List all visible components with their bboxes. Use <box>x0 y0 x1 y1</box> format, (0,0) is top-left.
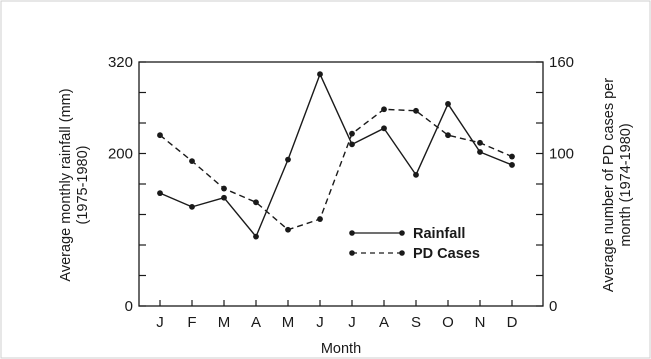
right-axis-title: Average number of PD cases per month (19… <box>601 78 634 292</box>
right-axis-tick-label: 100 <box>549 146 574 163</box>
data-point-rainfall <box>445 101 451 107</box>
data-point-pd-cases <box>317 216 323 222</box>
legend-marker-pd-cases-end <box>399 250 405 256</box>
right-axis-ticks: 160 100 0 <box>536 54 574 315</box>
left-axis-title-line-2: (1975-1980) <box>75 146 91 225</box>
data-point-pd-cases <box>285 226 291 233</box>
left-axis-title: Average monthly rainfall (mm) (1975-1980… <box>58 88 91 281</box>
data-point-rainfall <box>221 194 227 201</box>
data-point-rainfall <box>509 162 515 168</box>
x-axis-tick-label: D <box>507 314 518 331</box>
data-point-pd-cases <box>445 132 451 139</box>
right-axis-tick-label: 0 <box>549 298 557 315</box>
legend-item-pd-cases: PD Cases <box>349 246 480 262</box>
right-axis-title-line-1: Average number of PD cases per <box>601 78 617 292</box>
series-line-rainfall <box>159 73 513 238</box>
x-axis-tick-label: N <box>475 314 486 331</box>
data-point-rainfall <box>157 190 163 197</box>
data-point-rainfall <box>413 171 419 178</box>
data-point-pd-cases <box>413 107 419 114</box>
x-axis-tick-label: A <box>379 314 389 331</box>
legend-marker-pd-cases <box>349 250 355 256</box>
series-layer <box>157 71 515 240</box>
legend: Rainfall PD Cases <box>349 226 480 262</box>
x-axis-tick-label: S <box>411 314 421 331</box>
x-axis-tick-label: F <box>187 314 196 331</box>
left-axis-tick-label: 320 <box>108 54 133 71</box>
data-point-pd-cases <box>477 139 483 146</box>
data-point-pd-cases <box>509 153 515 160</box>
data-point-rainfall <box>317 71 323 78</box>
data-point-rainfall <box>381 125 387 132</box>
data-point-pd-cases <box>157 132 163 139</box>
x-axis-tick-label: M <box>218 314 231 331</box>
left-axis-tick-label: 0 <box>125 298 133 315</box>
right-axis-tick-label: 160 <box>549 54 574 71</box>
data-point-rainfall <box>477 149 483 155</box>
series-line-pd-cases <box>159 108 513 231</box>
data-point-pd-cases <box>381 106 387 113</box>
data-point-pd-cases <box>349 130 355 137</box>
data-point-rainfall <box>189 203 195 210</box>
data-point-pd-cases <box>189 158 195 165</box>
x-axis-tick-label: O <box>442 314 454 331</box>
data-point-pd-cases <box>253 199 259 206</box>
left-axis-title-line-1: Average monthly rainfall (mm) <box>58 88 74 281</box>
data-point-pd-cases <box>221 185 227 192</box>
data-point-rainfall <box>349 141 355 148</box>
legend-label-pd-cases: PD Cases <box>413 246 480 262</box>
x-axis-tick-label: J <box>156 314 164 331</box>
left-axis-ticks: 320 200 0 <box>108 54 146 315</box>
legend-marker-rainfall <box>349 230 355 236</box>
x-axis-tick-label: J <box>316 314 324 331</box>
data-point-rainfall <box>253 233 259 240</box>
x-axis-tick-label: A <box>251 314 261 331</box>
legend-label-rainfall: Rainfall <box>413 226 465 242</box>
left-axis-tick-label: 200 <box>108 146 133 163</box>
x-axis-tick-label: J <box>348 314 356 331</box>
legend-marker-rainfall-end <box>399 230 405 236</box>
data-point-rainfall <box>285 156 291 163</box>
x-axis-title: Month <box>321 341 361 357</box>
x-axis-tick-label: M <box>282 314 295 331</box>
right-axis-title-line-2: month (1974-1980) <box>618 123 634 246</box>
legend-item-rainfall: Rainfall <box>349 226 465 242</box>
